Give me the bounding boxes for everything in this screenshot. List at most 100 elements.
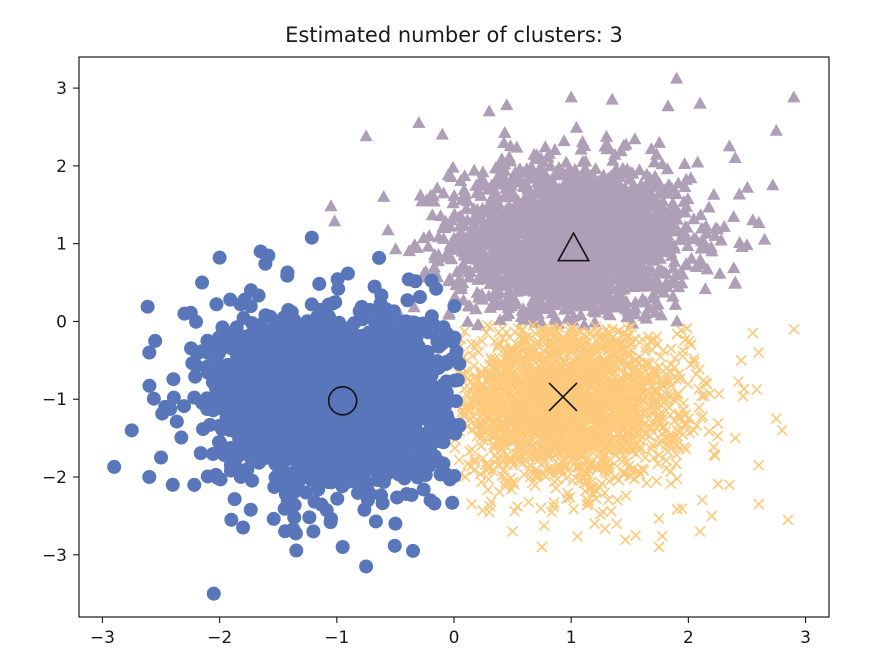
cluster-2-point [616, 373, 629, 385]
cluster-2-point [636, 333, 648, 346]
cluster-1-point [633, 180, 647, 193]
cluster-2-point [587, 344, 599, 356]
cluster-2-point [671, 328, 683, 340]
cluster-2-point [539, 325, 551, 337]
cluster-2-point [475, 476, 487, 488]
cluster-1-point [614, 144, 628, 157]
cluster-2-point [634, 429, 646, 441]
cluster-2-point [468, 360, 480, 372]
cluster-2-point [603, 376, 615, 388]
cluster-2-point [643, 358, 656, 370]
cluster-2-point [679, 419, 691, 431]
cluster-2-point [560, 472, 572, 484]
cluster-1-point [548, 229, 562, 242]
cluster-1-point [675, 267, 690, 280]
cluster-2-point [548, 497, 560, 509]
chart-title: Estimated number of clusters: 3 [285, 23, 623, 47]
cluster-2-point [581, 452, 593, 465]
cluster-1-point [493, 172, 508, 185]
cluster-0-point [169, 414, 184, 429]
cluster-2-point [573, 412, 585, 424]
cluster-1-point [680, 220, 694, 233]
cluster-1-point [650, 223, 664, 236]
cluster-1-point [517, 281, 532, 294]
cluster-2-outlier [729, 432, 741, 444]
cluster-2-point [660, 454, 672, 467]
cluster-2-outlier [507, 525, 519, 538]
cluster-1-point [669, 201, 683, 214]
cluster-1-point [626, 232, 640, 245]
cluster-1-point [628, 132, 642, 145]
cluster-1-outlier [757, 232, 772, 245]
cluster-1-point [389, 242, 403, 255]
cluster-1-point [667, 254, 682, 267]
cluster-2-point [566, 321, 578, 333]
cluster-2-point [449, 442, 461, 454]
cluster-2-point [526, 413, 539, 425]
cluster-2-point [704, 388, 716, 400]
cluster-1-point [617, 164, 631, 177]
cluster-2-point [634, 468, 646, 480]
cluster-1-point [444, 252, 459, 265]
cluster-2-point [499, 386, 511, 398]
cluster-2-point [621, 388, 633, 400]
cluster-2-point [665, 366, 677, 379]
cluster-1-point [693, 256, 708, 269]
cluster-1-point [677, 157, 692, 169]
cluster-2-point [480, 327, 492, 339]
cluster-2-point [527, 417, 539, 429]
cluster-1-point [632, 163, 647, 176]
cluster-1-point [514, 174, 528, 187]
cluster-1-point [702, 200, 716, 213]
cluster-1-outlier [787, 90, 801, 103]
cluster-1-point [559, 173, 574, 186]
cluster-1-point [563, 183, 577, 196]
cluster-1-point [421, 239, 435, 252]
cluster-1-point [601, 173, 616, 186]
cluster-2-point [485, 413, 497, 426]
cluster-2-point [576, 362, 589, 374]
cluster-2-point [626, 366, 638, 378]
cluster-2-point [568, 503, 580, 515]
cluster-2-point [751, 383, 763, 396]
cluster-2-point [504, 331, 516, 344]
cluster-2-point [547, 405, 559, 417]
cluster-2-point [477, 434, 489, 446]
cluster-1-point [647, 155, 662, 168]
cluster-1-point [533, 195, 548, 208]
cluster-2-point [542, 374, 554, 386]
cluster-1-outlier [605, 92, 619, 105]
cluster-2-point [635, 442, 647, 454]
cluster-2-point [613, 352, 625, 365]
cluster-2-point [590, 321, 602, 333]
cluster-2-point [476, 504, 489, 517]
cluster-2-point [649, 385, 661, 397]
cluster-1-point [585, 272, 599, 285]
cluster-1-outlier [435, 127, 449, 140]
cluster-2-point [581, 355, 593, 367]
cluster-2-point [493, 339, 505, 351]
cluster-2-point [453, 454, 465, 466]
cluster-1-point [527, 147, 541, 160]
cluster-1-point [637, 309, 652, 322]
cluster-1-point [548, 215, 562, 228]
cluster-2-point [571, 530, 583, 543]
cluster-1-point [640, 232, 654, 245]
cluster-0-group [107, 230, 467, 601]
cluster-1-point [499, 181, 513, 194]
cluster-2-point [582, 495, 594, 507]
cluster-2-point [613, 474, 625, 486]
cluster-1-outlier [728, 151, 742, 164]
cluster-2-point [603, 475, 615, 487]
cluster-2-point [493, 424, 505, 436]
cluster-2-point [496, 394, 508, 406]
cluster-1-point [630, 224, 644, 237]
cluster-2-point [537, 386, 549, 398]
cluster-2-group [449, 319, 800, 553]
cluster-2-point [469, 454, 481, 466]
cluster-2-point [603, 461, 615, 473]
cluster-2-point [529, 328, 542, 340]
cluster-1-point [527, 284, 541, 297]
cluster-2-point [581, 425, 593, 437]
cluster-2-point [548, 356, 560, 368]
